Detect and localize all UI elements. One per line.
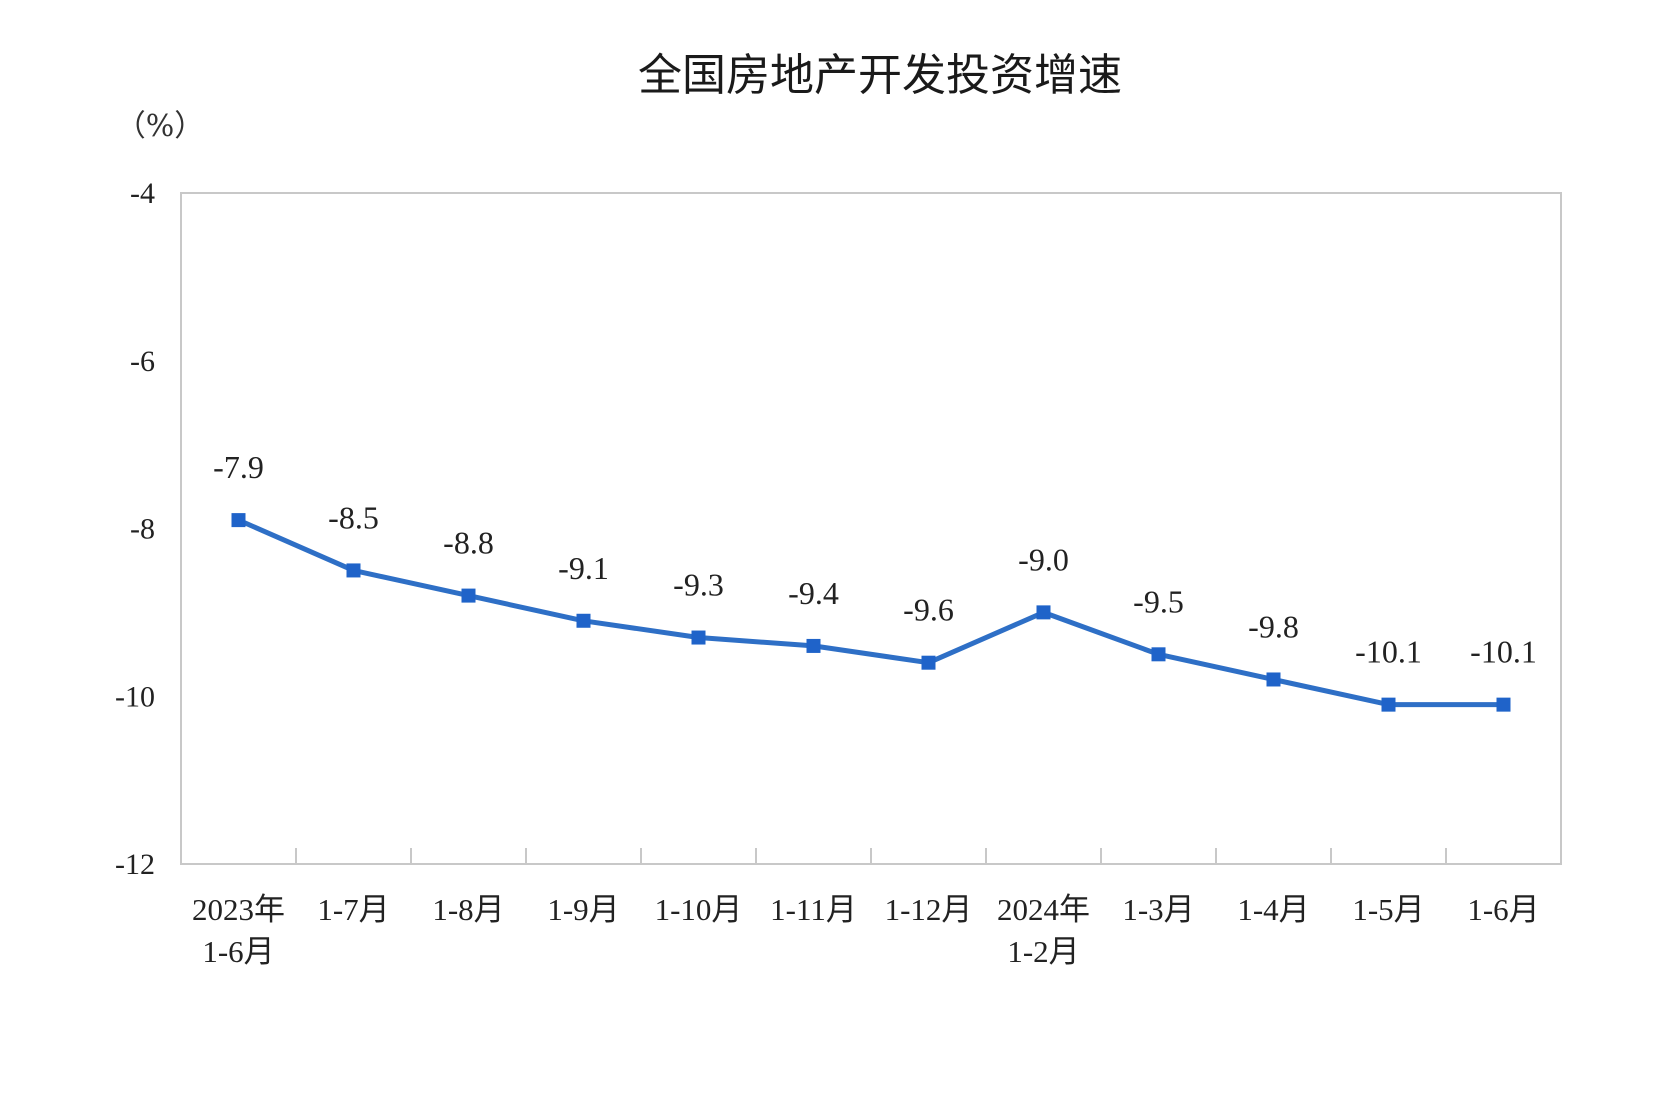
data-point-marker [691,630,706,645]
data-point-marker [461,588,476,603]
data-label: -9.6 [903,592,954,628]
data-label: -9.4 [788,575,839,611]
x-tick-label: 1-8月 [432,892,504,927]
data-label: -8.8 [443,525,494,561]
data-point-marker [1496,697,1511,712]
x-tick-label: 1-4月 [1237,892,1309,927]
x-tick-label: 1-6月 [1467,892,1539,927]
y-tick-label: -8 [130,513,155,546]
data-label: -7.9 [213,449,264,485]
y-tick-label: -4 [130,177,155,210]
data-label: -8.5 [328,499,379,535]
chart-title: 全国房地产开发投资增速 [638,50,1122,101]
x-tick-label: 2023年 [192,892,285,927]
data-point-marker [1036,605,1051,620]
x-axis: 2023年 1-6月 1-7月 1-8月 1-9月 1-10月 1-11月 1-12月 2024… [192,848,1540,969]
y-axis-unit-label: （%） [116,109,205,144]
x-tick-label: 2024年 [997,892,1090,927]
x-tick-label: 1-10月 [655,892,743,927]
data-point-marker [806,638,821,653]
x-tick-label: 1-12月 [885,892,973,927]
x-tick-label: 1-5月 [1352,892,1424,927]
series-layer [231,513,1511,712]
x-tick-label: 1-2月 [1007,934,1079,969]
series-line [236,517,1506,708]
data-label: -9.1 [558,550,609,586]
data-label: -10.1 [1355,634,1422,670]
data-label: -9.0 [1018,541,1069,577]
data-point-marker [1381,697,1396,712]
data-point-marker [1151,647,1166,662]
data-point-marker [1266,672,1281,687]
data-point-marker [231,513,246,528]
data-point-marker [346,563,361,578]
y-tick-label: -6 [130,345,155,378]
data-label: -9.5 [1133,583,1184,619]
x-tick-label: 1-9月 [547,892,619,927]
x-tick-label: 1-7月 [317,892,389,927]
x-tick-label: 1-6月 [202,934,274,969]
y-axis: -4 -6 -8 -10 -12 [115,177,155,881]
y-tick-label: -10 [115,680,155,713]
data-point-marker [576,613,591,628]
data-label: -9.3 [673,567,724,603]
data-label: -10.1 [1470,634,1537,670]
data-point-marker [921,655,936,670]
data-label: -9.8 [1248,608,1299,644]
data-label-layer: -7.9 -8.5 -8.8 -9.1 -9.3 -9.4 -9.6 -9.0 -9.5 -9.8… [213,449,1537,670]
y-tick-label: -12 [115,848,155,881]
x-tick-label: 1-3月 [1122,892,1194,927]
x-tick-label: 1-11月 [770,892,857,927]
plot-frame [180,192,1562,865]
